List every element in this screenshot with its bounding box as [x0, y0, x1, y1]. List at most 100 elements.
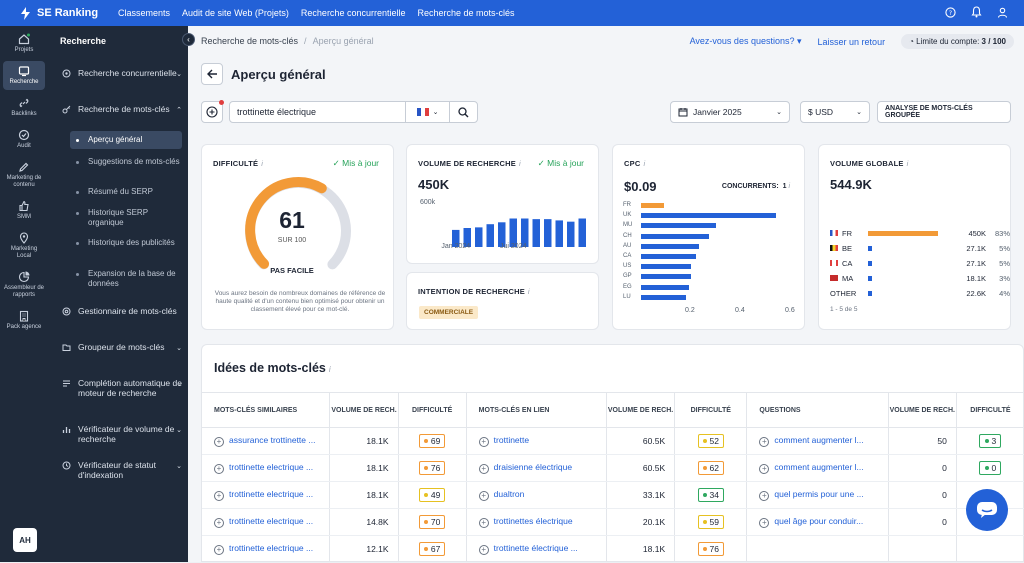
volume-bar[interactable] [509, 218, 518, 248]
sidebar-item-keyword-manager[interactable]: Gestionnaire de mots-clés [62, 306, 182, 316]
help-icon[interactable]: ? [944, 6, 956, 18]
volume-bar[interactable] [475, 227, 483, 247]
back-button[interactable] [201, 63, 223, 85]
volume-bar[interactable] [578, 218, 587, 248]
related-keyword-link[interactable]: trottinette [493, 435, 530, 445]
similar-keyword-link[interactable]: assurance trottinette ... [229, 435, 316, 445]
cpc-bar[interactable] [641, 233, 709, 239]
plus-circle-icon[interactable]: + [478, 437, 489, 447]
country-select[interactable]: ⌄ [405, 102, 449, 122]
plus-circle-icon[interactable]: + [214, 518, 224, 528]
similar-keyword-link[interactable]: trottinette electrique ... [229, 516, 314, 526]
plus-circle-icon[interactable]: + [478, 464, 489, 474]
plus-circle-icon[interactable]: + [214, 437, 224, 447]
topnav-classements[interactable]: Classements [118, 8, 171, 18]
plus-circle-icon[interactable]: + [214, 491, 224, 501]
topnav-keyword-research[interactable]: Recherche de mots-clés [417, 8, 515, 18]
topnav-audit[interactable]: Audit de site Web (Projets) [182, 8, 289, 18]
sidebar-item-autocomplete[interactable]: Complétion automatique de moteur de rech… [62, 378, 182, 398]
sidebar-sub-db-expansion[interactable]: Expansion de la base de données [70, 269, 182, 289]
collapse-sidebar-button[interactable]: ‹ [182, 33, 195, 46]
plus-circle-icon[interactable]: + [478, 518, 489, 528]
cpc-bar[interactable] [641, 254, 696, 259]
topnav-competitive[interactable]: Recherche concurrentielle [300, 8, 406, 18]
bell-icon[interactable] [970, 6, 982, 18]
volume-bar[interactable] [567, 221, 575, 247]
sidebar-sub-serp-history[interactable]: Historique SERP organique [70, 208, 182, 228]
rail-content-marketing[interactable]: Marketing de contenu [3, 157, 45, 193]
rail-projets[interactable]: Projets [3, 29, 45, 58]
info-icon[interactable]: i [906, 159, 909, 168]
account-limit-badge[interactable]: ◔ Limite du compte: 3 / 100 [901, 34, 1014, 49]
sidebar-sub-overview[interactable]: Aperçu général [70, 131, 182, 149]
plus-circle-icon[interactable]: + [214, 545, 224, 555]
rail-local-marketing[interactable]: Marketing Local [3, 228, 45, 264]
sidebar-sub-serp-summary[interactable]: Résumé du SERP [70, 187, 182, 197]
brand-logo[interactable]: SE Ranking [0, 6, 110, 20]
related-keyword-link[interactable]: trottinette électrique ... [493, 543, 578, 553]
sidebar-item-volume-checker[interactable]: Vérificateur de volume de recherche ⌄ [62, 424, 182, 444]
info-icon[interactable]: i [527, 287, 530, 296]
volume-bar[interactable] [498, 222, 506, 247]
plus-circle-icon[interactable]: + [214, 464, 224, 474]
info-icon[interactable]: i [788, 183, 790, 190]
question-keyword-link[interactable]: comment augmenter l... [774, 435, 864, 445]
volume-bar[interactable] [463, 228, 472, 247]
volume-bar[interactable] [532, 219, 541, 247]
rail-backlinks[interactable]: Backlinks [3, 93, 45, 122]
rail-audit[interactable]: Audit [3, 125, 45, 154]
info-icon[interactable]: i [261, 159, 264, 168]
similar-keyword-link[interactable]: trottinette electrique ... [229, 543, 314, 553]
question-keyword-link[interactable]: quel permis pour une ... [774, 489, 864, 499]
breadcrumb-parent[interactable]: Recherche de mots-clés [201, 36, 299, 46]
cpc-bar[interactable] [641, 203, 664, 208]
rail-report-builder[interactable]: Assembleur de rapports [3, 267, 45, 303]
questions-dropdown[interactable]: Avez-vous des questions? ▾ [689, 36, 802, 46]
plus-circle-icon[interactable]: + [759, 437, 770, 447]
sidebar-item-keyword-research[interactable]: Recherche de mots-clés ⌃ [62, 104, 182, 114]
volume-bar[interactable] [555, 220, 564, 247]
cpc-bar[interactable] [641, 223, 716, 229]
similar-keyword-link[interactable]: trottinette electrique ... [229, 489, 314, 499]
sidebar-item-index-checker[interactable]: Vérificateur de statut d'indexation ⌄ [62, 460, 182, 480]
currency-select[interactable]: $ USD ⌄ [800, 101, 870, 123]
rail-agency-pack[interactable]: Pack agence [3, 306, 45, 335]
user-icon[interactable] [996, 6, 1008, 18]
cpc-bar[interactable] [641, 284, 689, 290]
plus-circle-icon[interactable]: + [759, 518, 770, 528]
sidebar-item-keyword-grouper[interactable]: Groupeur de mots-clés ⌄ [62, 342, 182, 352]
cpc-bar[interactable] [641, 294, 686, 300]
cpc-bar[interactable] [641, 243, 699, 249]
add-keyword-button[interactable] [201, 100, 224, 123]
related-keyword-link[interactable]: draisienne électrique [493, 462, 573, 472]
volume-bar[interactable] [452, 229, 460, 247]
plus-circle-icon[interactable]: + [759, 464, 770, 474]
related-keyword-link[interactable]: dualtron [493, 489, 525, 499]
sidebar-sub-suggestions[interactable]: Suggestions de mots-clés [70, 157, 182, 167]
related-keyword-link[interactable]: trottinettes électrique [493, 516, 573, 526]
feedback-link[interactable]: Laisser un retour [817, 36, 886, 47]
search-input[interactable]: trottinette électrique [237, 107, 317, 117]
plus-circle-icon[interactable]: + [478, 545, 489, 555]
info-icon[interactable]: i [328, 365, 331, 374]
avatar[interactable]: AH [13, 528, 37, 552]
sidebar-sub-ads-history[interactable]: Historique des publicités [70, 238, 182, 248]
info-icon[interactable]: i [518, 159, 521, 168]
volume-bar[interactable] [521, 218, 529, 248]
date-select[interactable]: Janvier 2025 ⌄ [670, 101, 790, 123]
bulk-analysis-button[interactable]: ANALYSE DE MOTS-CLÉS GROUPÉE [877, 101, 1011, 123]
cpc-bar[interactable] [641, 213, 776, 219]
info-icon[interactable]: i [643, 159, 646, 168]
question-keyword-link[interactable]: quel âge pour conduir... [774, 516, 864, 526]
plus-circle-icon[interactable]: + [759, 491, 770, 501]
volume-bar[interactable] [544, 219, 552, 247]
rail-smm[interactable]: SMM [3, 196, 45, 225]
question-keyword-link[interactable]: comment augmenter l... [774, 462, 864, 472]
sidebar-item-competitive[interactable]: Recherche concurrentielle ⌄ [62, 68, 182, 78]
rail-recherche[interactable]: Recherche [3, 61, 45, 90]
chat-button[interactable] [966, 489, 1008, 531]
cpc-bar[interactable] [641, 264, 691, 270]
similar-keyword-link[interactable]: trottinette electrique ... [229, 462, 314, 472]
volume-bar[interactable] [486, 224, 495, 247]
cpc-bar[interactable] [641, 274, 691, 280]
